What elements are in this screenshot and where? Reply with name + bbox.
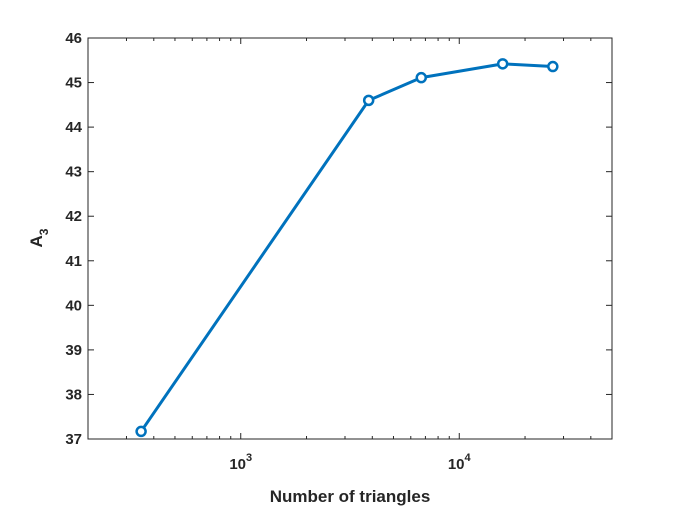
x-tick-label-base: 10 (448, 456, 465, 473)
series-layer (135, 58, 559, 438)
x-tick-label-exponent: 3 (246, 452, 252, 464)
plot-area (87, 37, 613, 440)
y-axis-title-base: A (27, 235, 46, 247)
y-tick-labels: 37 38 39 40 41 42 43 44 45 46 (65, 30, 82, 448)
data-point (362, 94, 375, 107)
x-tick-label-base: 10 (229, 456, 246, 473)
y-tick-label: 45 (65, 75, 82, 92)
y-tick-label: 42 (65, 208, 82, 225)
data-point (496, 58, 509, 70)
y-axis-title: A3 (27, 228, 51, 247)
y-tick-label: 46 (65, 30, 82, 47)
y-tick-label: 40 (65, 297, 82, 314)
y-tick-label: 39 (65, 342, 82, 359)
x-tick-label: 104 (448, 452, 472, 473)
x-tick-label: 103 (229, 452, 252, 473)
major-ticks (88, 37, 612, 440)
x-tick-labels: 103 104 (229, 452, 471, 473)
y-tick-label: 44 (65, 119, 82, 136)
x-axis-title: Number of triangles (270, 487, 431, 506)
y-tick-label: 38 (65, 386, 82, 403)
data-point (135, 425, 147, 438)
y-axis-title-subscript: 3 (37, 228, 51, 235)
minor-ticks (87, 38, 613, 439)
x-tick-label-exponent: 4 (465, 452, 472, 464)
y-tick-label: 37 (65, 431, 82, 448)
y-tick-label: 43 (65, 164, 82, 181)
data-point (415, 71, 428, 84)
data-point (547, 60, 559, 73)
y-tick-label: 41 (65, 253, 82, 270)
